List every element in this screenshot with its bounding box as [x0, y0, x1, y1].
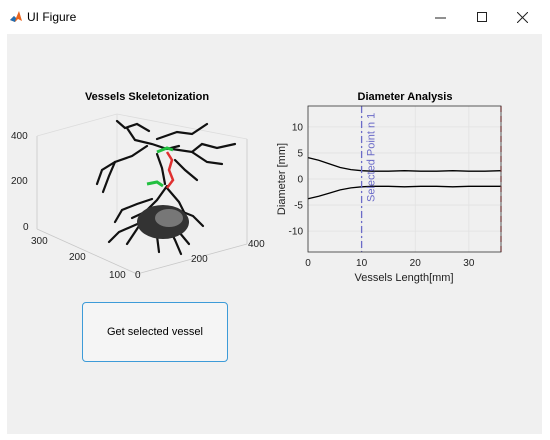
y-tick-label: 0: [297, 175, 303, 186]
get-selected-vessel-button[interactable]: Get selected vessel: [82, 302, 228, 362]
vessel-endpoint-marker: [156, 146, 174, 154]
upper-diameter-line: [307, 156, 502, 172]
z-tick-label: 400: [11, 131, 28, 142]
diameter-plot-ylabel: Diameter [mm]: [276, 143, 288, 215]
x-tick-label: 0: [305, 258, 311, 269]
y-tick-label: -10: [289, 227, 304, 238]
vessel-cluster-highlight: [155, 209, 183, 227]
z-tick-label: 0: [23, 222, 29, 233]
plot3d-title: Vessels Skeletonization: [84, 91, 210, 103]
selected-point-label: Selected Point n 1: [366, 113, 378, 202]
lower-diameter-line: [307, 185, 501, 200]
vessel-skeleton-3d-plot[interactable]: 400 200 0 300 200 100 0 200 400: [7, 104, 277, 294]
selected-vessel-segment: [165, 151, 175, 189]
matlab-icon: [10, 11, 22, 22]
minimize-button[interactable]: [418, 0, 462, 34]
x-tick-label: 400: [248, 239, 265, 250]
maximize-button[interactable]: [460, 0, 504, 34]
y-tick-label: 300: [31, 236, 48, 247]
z-tick-label: 200: [11, 176, 28, 187]
window-titlebar: UI Figure: [0, 0, 550, 34]
x-tick-label: 0: [135, 270, 141, 281]
minimize-icon: [434, 17, 446, 18]
x-tick-label: 200: [191, 254, 208, 265]
maximize-icon: [476, 11, 487, 22]
x-tick-label: 10: [356, 258, 368, 269]
window-title: UI Figure: [27, 10, 77, 24]
x-tick-label: 30: [463, 258, 475, 269]
vessel-endpoint-marker: [146, 180, 164, 188]
close-icon: [516, 11, 528, 23]
y-tick-label: 10: [292, 122, 304, 133]
figure-canvas: Vessels Skeletonization 400 200 0 300 20…: [7, 34, 542, 434]
diameter-analysis-plot[interactable]: 10 5 0 -5 -10 0 10 20 30 Vessels Length[mm] Diam…: [7, 34, 542, 294]
y-tick-label: 100: [109, 270, 126, 281]
x-tick-label: 20: [410, 258, 422, 269]
close-button[interactable]: [500, 0, 544, 34]
y-tick-label: -5: [294, 201, 303, 212]
y-tick-label: 200: [69, 252, 86, 263]
y-tick-label: 5: [297, 148, 303, 159]
diameter-plot-xlabel: Vessels Length[mm]: [354, 272, 453, 284]
diameter-plot-title: Diameter Analysis: [357, 91, 453, 103]
diameter-plot-frame: [307, 105, 502, 253]
